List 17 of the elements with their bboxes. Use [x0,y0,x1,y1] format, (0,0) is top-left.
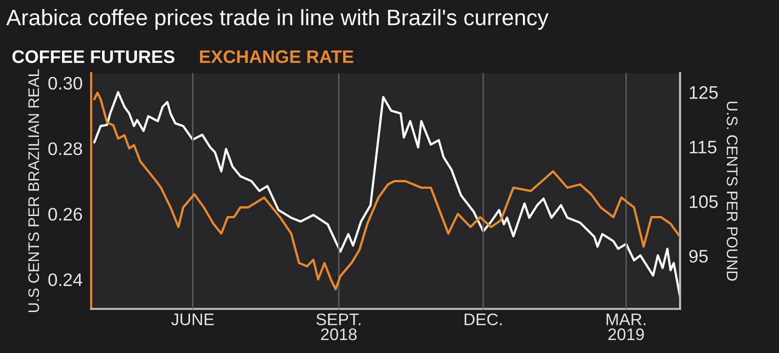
y2-tick-label: 125 [690,86,718,99]
text: EXCHANGE RATE [200,50,354,64]
y-tick-label: 0.30 [48,76,82,90]
y2-tick-label: 105 [690,195,718,208]
y2-axis-title: U.S. CENTS PER POUND [726,102,738,281]
y2-tick-label: 115 [690,140,716,154]
y-tick-label: 0.24 [48,273,82,286]
chart-title: Arabica coffee prices trade in line with Brazil's currency [6,9,549,30]
x-tick-label: SEPT. 2018 [316,313,360,340]
y-tick-label: 0.26 [48,208,82,221]
y2-tick-label: 95 [689,250,708,263]
x-tick-label: JUNE [171,314,214,326]
text: COFFEE FUTURES [12,50,174,64]
y-tick-label: 0.28 [48,142,82,156]
x-tick-label: DEC. [464,313,502,326]
y-axis-title: U.S CENTS PER BRAZILIAN REAL [28,69,40,312]
x-tick-label: MAR. 2019 [606,314,646,340]
